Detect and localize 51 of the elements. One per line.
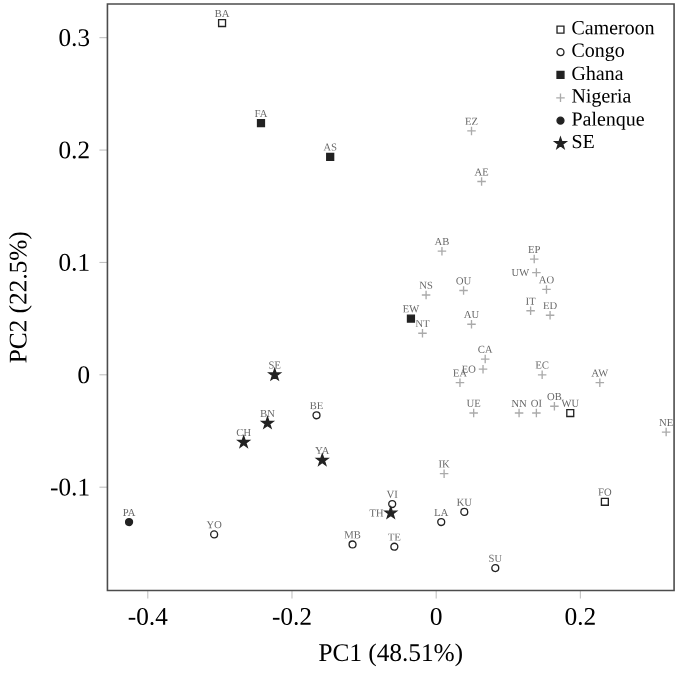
legend-label: Palenque — [572, 111, 644, 130]
y-tick-label: 0.1 — [59, 253, 89, 271]
point — [491, 563, 500, 573]
legend-label: SE — [572, 134, 594, 149]
point — [480, 353, 491, 364]
y-tick-label: 0.3 — [59, 28, 90, 47]
point — [468, 407, 479, 418]
y-tick-label: 0.2 — [59, 141, 89, 159]
legend-label: Cameroon — [572, 20, 655, 35]
x-tick-label: 0 — [430, 607, 442, 625]
point — [439, 468, 450, 479]
point — [514, 407, 524, 418]
x-tick-label: -0.4 — [128, 607, 168, 625]
point — [268, 368, 282, 381]
point — [210, 530, 219, 539]
point — [545, 310, 555, 321]
y-tick-label: 0 — [78, 366, 90, 384]
point — [478, 364, 488, 374]
point — [124, 517, 134, 526]
legend-label: Ghana — [572, 65, 624, 80]
point — [326, 152, 335, 161]
y-axis-title: PC2 (22.5%) — [8, 232, 32, 363]
point — [661, 427, 672, 437]
point — [256, 118, 266, 128]
x-axis-title: PC1 (48.51%) — [319, 643, 462, 667]
point — [466, 125, 477, 136]
point — [384, 506, 398, 519]
point — [312, 410, 321, 420]
point — [460, 507, 469, 516]
point — [421, 289, 432, 300]
legend-label: Nigeria — [572, 89, 632, 107]
point — [537, 369, 548, 380]
point — [437, 517, 446, 526]
x-tick-label: 0.2 — [565, 607, 595, 625]
x-tick-label: -0.2 — [272, 607, 311, 625]
point — [261, 416, 274, 429]
point — [348, 540, 357, 549]
legend-label: Congo — [572, 43, 624, 61]
point — [237, 435, 251, 448]
point — [529, 253, 540, 264]
point — [531, 407, 542, 418]
point — [217, 18, 227, 28]
y-tick-label: -0.1 — [50, 478, 89, 496]
point — [406, 314, 416, 323]
point — [437, 246, 447, 256]
point — [388, 499, 397, 509]
point — [566, 408, 575, 417]
point — [390, 542, 399, 551]
point — [600, 497, 609, 506]
point — [455, 377, 465, 388]
point — [315, 453, 329, 466]
